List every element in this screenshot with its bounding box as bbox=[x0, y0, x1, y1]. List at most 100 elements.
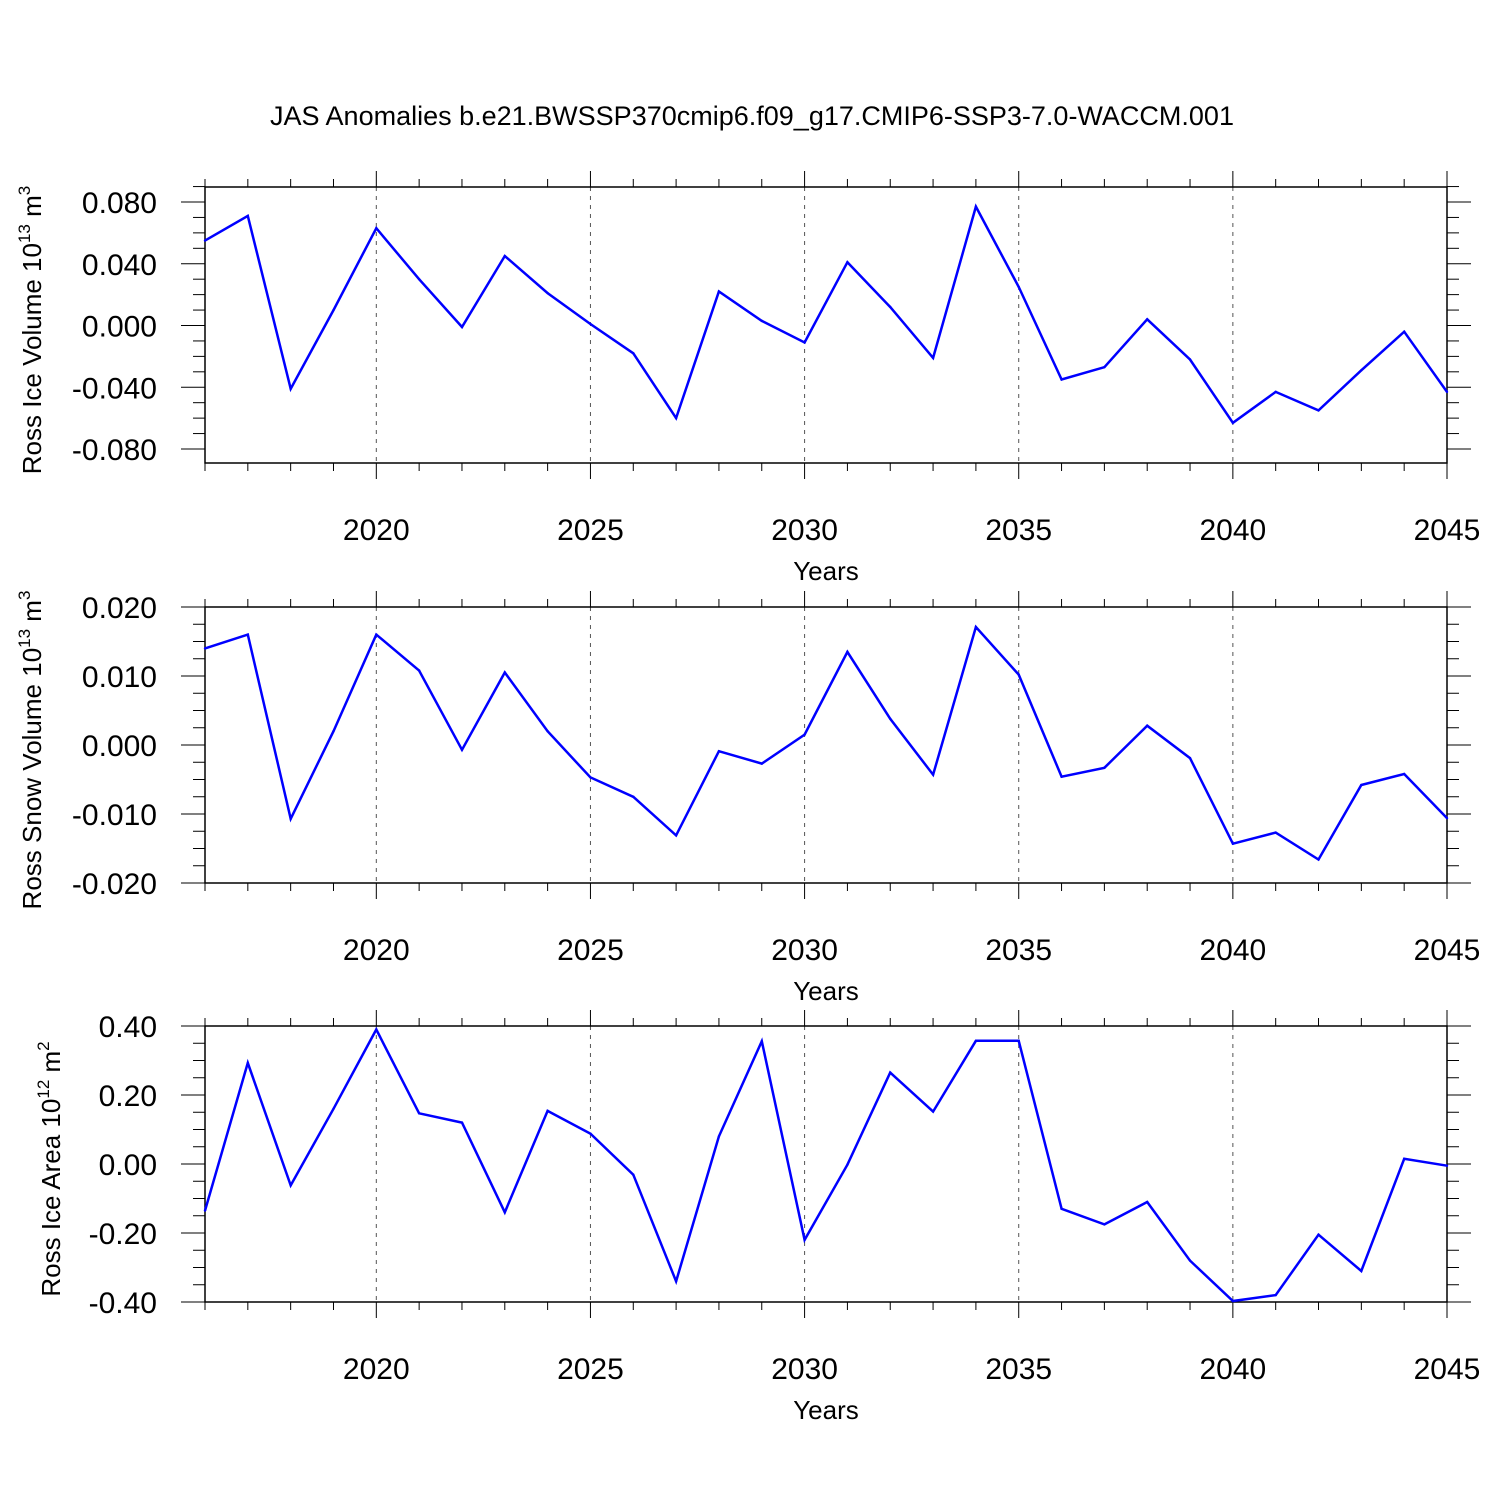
data-point bbox=[846, 261, 849, 264]
y-tick-label: -0.020 bbox=[72, 868, 157, 901]
y-tick-label: 0.20 bbox=[99, 1080, 157, 1113]
data-point bbox=[332, 308, 335, 312]
y-tick-label: 0.40 bbox=[99, 1011, 157, 1044]
y-tick-label: -0.20 bbox=[89, 1218, 157, 1251]
y-axis-label: Ross Ice Volume 1013 m3 bbox=[15, 186, 47, 475]
data-point bbox=[503, 671, 506, 674]
data-point bbox=[889, 717, 892, 720]
data-point bbox=[289, 817, 292, 821]
x-tick-label: 2040 bbox=[1199, 934, 1266, 967]
data-point bbox=[674, 834, 678, 837]
data-point bbox=[1402, 1157, 1406, 1161]
data-point bbox=[246, 633, 250, 636]
data-point bbox=[1060, 1207, 1063, 1211]
data-point bbox=[1317, 1233, 1320, 1236]
y-tick-label: 0.040 bbox=[82, 249, 157, 282]
x-tick-label: 2025 bbox=[557, 1353, 624, 1386]
data-point bbox=[589, 1132, 592, 1135]
y-tick-label: 0.000 bbox=[82, 730, 157, 763]
data-point bbox=[289, 1184, 292, 1187]
data-point bbox=[1146, 724, 1149, 727]
y-tick-label: 0.010 bbox=[82, 661, 157, 694]
y-tick-label: -0.010 bbox=[72, 799, 157, 832]
y-tick-label: 0.000 bbox=[82, 311, 157, 344]
data-point bbox=[1103, 1223, 1106, 1226]
data-point bbox=[460, 1121, 464, 1124]
data-point bbox=[1017, 1039, 1020, 1043]
data-point bbox=[760, 319, 763, 323]
data-point bbox=[1188, 1259, 1192, 1262]
data-point bbox=[1445, 816, 1449, 820]
data-point bbox=[760, 1039, 763, 1043]
data-point bbox=[1274, 1293, 1277, 1297]
data-point bbox=[1103, 365, 1106, 369]
y-tick-label: 0.080 bbox=[82, 187, 157, 220]
chart-panel-2: -0.020 -0.010 0.000 0.010 0.020 2020 2025 2030 2… bbox=[15, 591, 1480, 1006]
data-point bbox=[1445, 1164, 1449, 1167]
data-point bbox=[889, 1071, 892, 1074]
data-point bbox=[1103, 766, 1106, 769]
series-line bbox=[204, 203, 1449, 425]
x-tick-label: 2035 bbox=[985, 1353, 1052, 1386]
data-point bbox=[803, 1238, 806, 1242]
data-point bbox=[1060, 378, 1063, 381]
data-point bbox=[1360, 369, 1363, 372]
data-point bbox=[332, 1107, 335, 1111]
x-axis-label: Years bbox=[793, 976, 859, 1006]
data-point bbox=[1060, 775, 1063, 778]
data-point bbox=[1360, 1269, 1363, 1273]
y-axis-label: Ross Snow Volume 1013 m3 bbox=[15, 591, 47, 910]
x-tick-label: 2035 bbox=[985, 514, 1052, 547]
data-point bbox=[589, 322, 592, 326]
y-tick-label: 0.020 bbox=[82, 592, 157, 625]
data-point bbox=[1445, 390, 1449, 394]
data-point bbox=[803, 341, 806, 344]
data-point bbox=[375, 633, 378, 636]
x-tick-label: 2030 bbox=[771, 1353, 838, 1386]
data-point bbox=[417, 669, 421, 672]
chart-panel-1: -0.080 -0.040 0.000 0.040 0.080 2020 2025 2030 2… bbox=[15, 171, 1480, 586]
x-tick-label: 2040 bbox=[1199, 1353, 1266, 1386]
x-tick-label: 2020 bbox=[343, 1353, 410, 1386]
data-point bbox=[589, 776, 592, 779]
data-point bbox=[546, 1109, 549, 1113]
data-point bbox=[332, 730, 335, 733]
data-point bbox=[717, 290, 721, 293]
data-point bbox=[417, 277, 421, 281]
data-point bbox=[1402, 330, 1406, 333]
data-point bbox=[503, 254, 506, 258]
x-tick-label: 2045 bbox=[1414, 1353, 1481, 1386]
data-point bbox=[246, 214, 250, 218]
y-tick-label: 0.00 bbox=[99, 1149, 157, 1182]
series-line bbox=[203, 1026, 1448, 1303]
x-tick-label: 2025 bbox=[557, 934, 624, 967]
data-point bbox=[632, 795, 635, 798]
data-point bbox=[1188, 756, 1192, 760]
data-point bbox=[1017, 285, 1020, 289]
data-point bbox=[974, 205, 978, 208]
data-point bbox=[1274, 831, 1277, 834]
data-point bbox=[1317, 858, 1320, 861]
data-point bbox=[246, 1061, 250, 1065]
x-tick-label: 2025 bbox=[557, 514, 624, 547]
y-tick-label: -0.40 bbox=[89, 1287, 157, 1320]
data-point bbox=[1188, 358, 1192, 361]
series-line bbox=[204, 624, 1448, 862]
x-tick-label: 2020 bbox=[343, 514, 410, 547]
y-axis-label: Ross Ice Area 1012 m2 bbox=[34, 1041, 66, 1296]
data-point bbox=[1017, 673, 1020, 676]
data-point bbox=[717, 1135, 721, 1138]
data-point bbox=[1231, 842, 1235, 845]
data-point bbox=[546, 291, 549, 295]
data-point bbox=[974, 625, 978, 629]
x-tick-label: 2045 bbox=[1414, 514, 1481, 547]
data-point bbox=[503, 1211, 506, 1214]
x-tick-label: 2035 bbox=[985, 934, 1052, 967]
x-tick-label: 2030 bbox=[771, 934, 838, 967]
x-tick-label: 2020 bbox=[343, 934, 410, 967]
data-point bbox=[375, 1028, 378, 1031]
chart-title: JAS Anomalies b.e21.BWSSP370cmip6.f09_g1… bbox=[270, 101, 1234, 131]
x-tick-label: 2030 bbox=[771, 514, 838, 547]
data-point bbox=[460, 748, 464, 752]
